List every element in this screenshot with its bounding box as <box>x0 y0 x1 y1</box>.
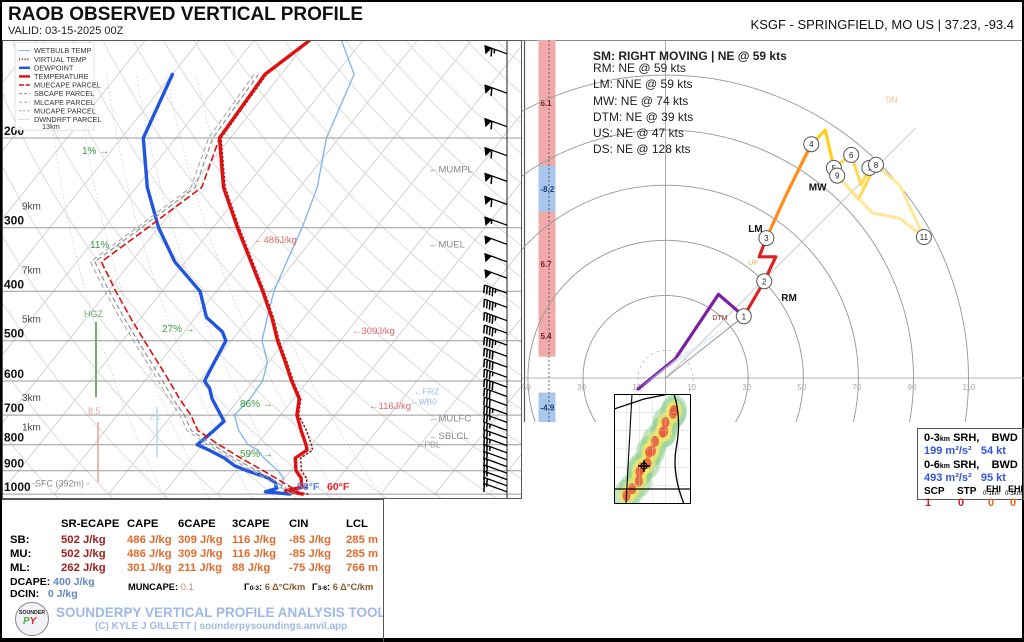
svg-text:50: 50 <box>522 383 531 392</box>
svg-text:DTM: DTM <box>712 315 727 322</box>
svg-text:DN: DN <box>886 96 898 105</box>
svg-text:EIL: EIL <box>150 413 163 422</box>
svg-text:←MUEL: ←MUEL <box>429 240 465 251</box>
svg-text:600: 600 <box>4 367 24 381</box>
svg-text:500: 500 <box>4 327 24 341</box>
svg-text:LM: LM <box>748 224 762 235</box>
svg-text:7km: 7km <box>22 265 41 276</box>
svg-text:9km: 9km <box>22 202 41 213</box>
svg-text:30: 30 <box>577 383 586 392</box>
svg-text:3km: 3km <box>22 393 41 404</box>
svg-text:900: 900 <box>4 457 24 471</box>
svg-text:8.5: 8.5 <box>88 406 101 416</box>
svg-text:←116J/kg: ←116J/kg <box>369 401 411 412</box>
svg-text:←WB0: ←WB0 <box>410 396 437 406</box>
svg-text:←MULFC: ←MULFC <box>429 414 471 425</box>
svg-text:RM: RM <box>781 293 797 304</box>
svg-text:MW: MW <box>809 183 827 194</box>
svg-text:9: 9 <box>835 172 840 181</box>
svg-text:←PBL: ←PBL <box>416 440 441 450</box>
svg-text:70: 70 <box>852 383 861 392</box>
svg-text:1000: 1000 <box>4 480 31 494</box>
svg-text:59% →: 59% → <box>240 449 273 460</box>
svg-text:HGZ: HGZ <box>84 309 104 319</box>
svg-text:8: 8 <box>874 161 879 170</box>
svg-text:1% →: 1% → <box>82 146 109 157</box>
svg-text:←FRZ: ←FRZ <box>414 387 439 397</box>
svg-text:-SFC (392m) -: -SFC (392m) - <box>32 479 90 489</box>
svg-text:11% →: 11% → <box>90 240 122 251</box>
svg-text:4: 4 <box>809 140 814 149</box>
svg-text:2: 2 <box>762 277 767 286</box>
svg-text:90: 90 <box>908 383 917 392</box>
svg-text:56°F: 56°F <box>297 481 320 493</box>
svg-text:27% →: 27% → <box>162 324 195 335</box>
svg-text:400: 400 <box>4 277 24 291</box>
svg-text:5km: 5km <box>22 315 41 326</box>
svg-text:6: 6 <box>849 151 854 160</box>
svg-text:1: 1 <box>742 312 747 321</box>
svg-text:←MUMPL: ←MUMPL <box>429 165 473 176</box>
svg-text:←486J/kg: ←486J/kg <box>254 235 297 246</box>
svg-text:3: 3 <box>764 234 769 243</box>
svg-text:60°F: 60°F <box>327 481 350 493</box>
svg-text:300: 300 <box>4 214 24 228</box>
svg-text:50: 50 <box>797 383 806 392</box>
svg-text:30: 30 <box>742 383 751 392</box>
svg-text:110: 110 <box>963 383 976 392</box>
svg-text:UP: UP <box>748 260 758 267</box>
svg-text:11: 11 <box>920 233 929 242</box>
svg-text:←309J/kg: ←309J/kg <box>352 326 395 337</box>
svg-text:1km: 1km <box>22 423 41 434</box>
svg-text:86% →: 86% → <box>240 399 273 410</box>
svg-text:10: 10 <box>687 383 696 392</box>
svg-text:13km: 13km <box>42 122 60 131</box>
